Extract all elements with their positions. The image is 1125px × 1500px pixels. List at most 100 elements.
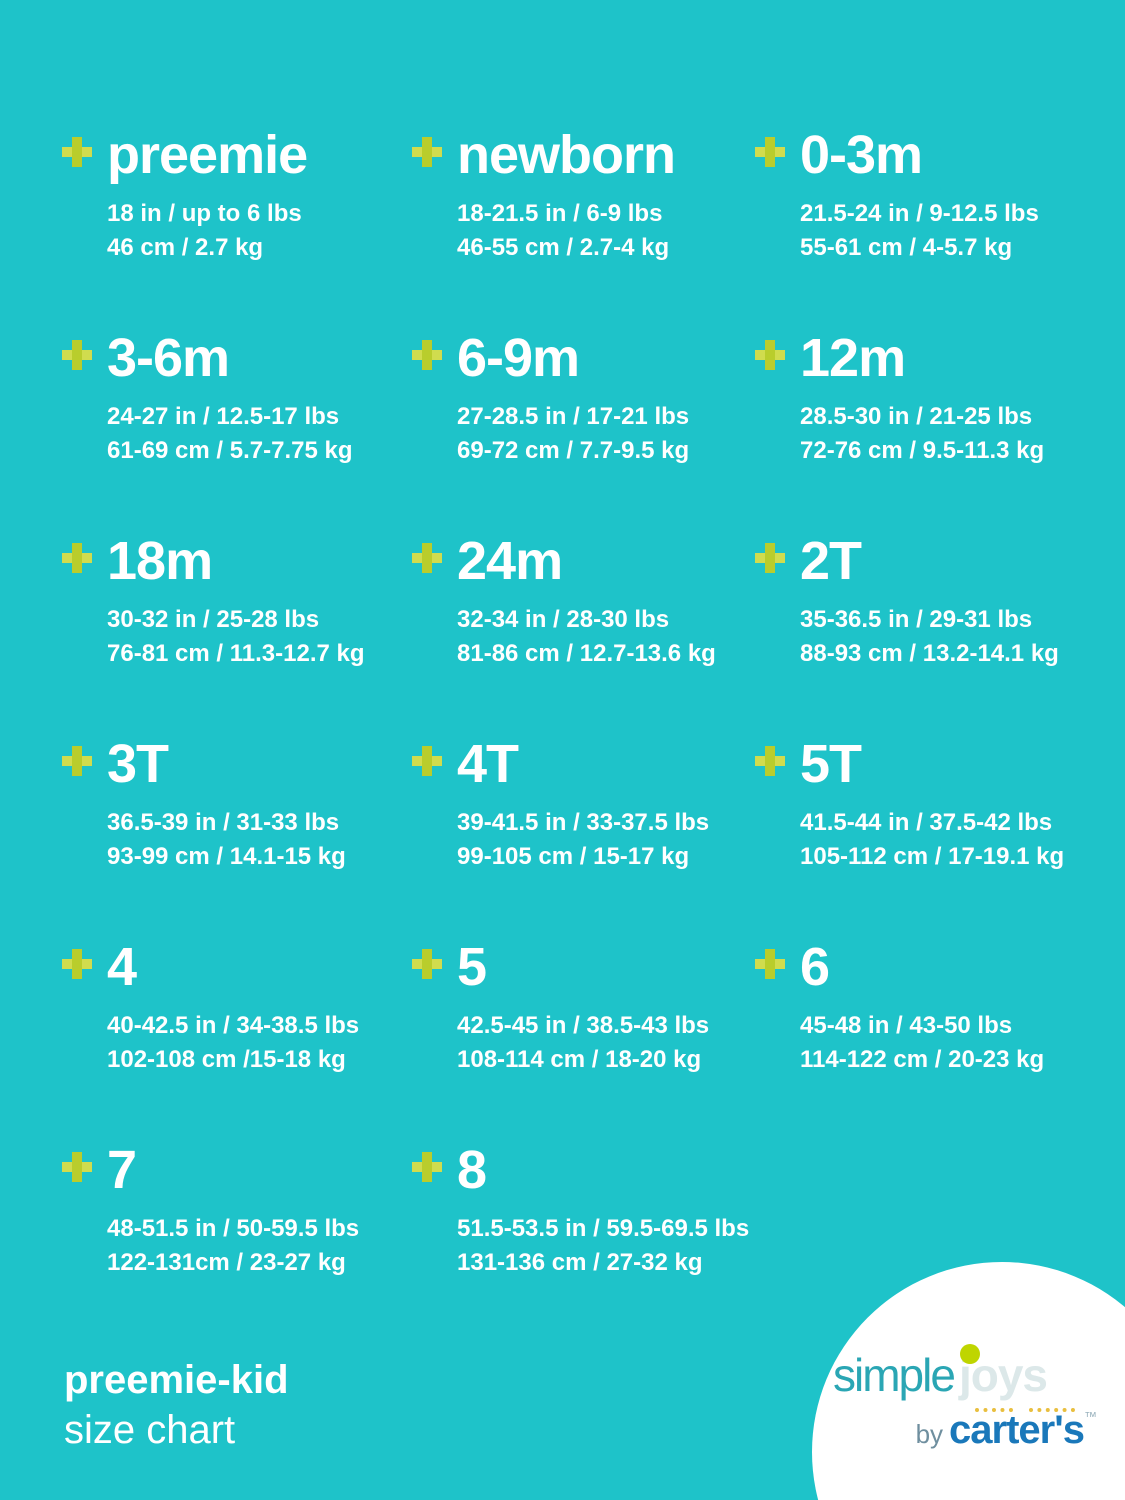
size-metric-range: 69-72 cm / 7.7-9.5 kg — [457, 437, 690, 464]
size-label: 8 — [457, 1140, 487, 1200]
size-label: 5T — [800, 734, 862, 794]
size-label: 6-9m — [457, 328, 580, 388]
plus-icon — [412, 543, 442, 573]
plus-icon — [755, 746, 785, 776]
plus-icon — [755, 543, 785, 573]
size-metric-range: 46-55 cm / 2.7-4 kg — [457, 234, 670, 261]
size-cell-6: 6 45-48 in / 43-50 lbs 114-122 cm / 20-2… — [755, 940, 1125, 1143]
size-metric-range: 93-99 cm / 14.1-15 kg — [107, 843, 346, 870]
plus-icon — [412, 137, 442, 167]
size-cell-text: 0-3m 21.5-24 in / 9-12.5 lbs 55-61 cm / … — [800, 128, 1039, 265]
plus-icon — [755, 137, 785, 167]
size-label: 18m — [107, 531, 213, 591]
size-cell-text: 8 51.5-53.5 in / 59.5-69.5 lbs 131-136 c… — [457, 1143, 749, 1280]
size-imperial-range: 48-51.5 in / 50-59.5 lbs — [107, 1215, 360, 1242]
size-cell-text: 4T 39-41.5 in / 33-37.5 lbs 99-105 cm / … — [457, 737, 709, 874]
size-cell-6-9m: 6-9m 27-28.5 in / 17-21 lbs 69-72 cm / 7… — [412, 331, 755, 534]
size-cell-text: 6 45-48 in / 43-50 lbs 114-122 cm / 20-2… — [800, 940, 1044, 1077]
size-metric-range: 122-131cm / 23-27 kg — [107, 1249, 346, 1276]
dotted-underline-icon — [1028, 1408, 1075, 1412]
size-label: 7 — [107, 1140, 137, 1200]
size-imperial-range: 32-34 in / 28-30 lbs — [457, 606, 670, 633]
size-cell-24m: 24m 32-34 in / 28-30 lbs 81-86 cm / 12.7… — [412, 534, 755, 737]
plus-icon — [62, 137, 92, 167]
dotted-underline-icon — [974, 1408, 1013, 1412]
plus-icon — [62, 949, 92, 979]
logo-byline: by carter's™ — [833, 1408, 1097, 1453]
size-imperial-range: 18 in / up to 6 lbs — [107, 200, 302, 227]
size-imperial-range: 30-32 in / 25-28 lbs — [107, 606, 320, 633]
size-imperial-range: 51.5-53.5 in / 59.5-69.5 lbs — [457, 1215, 750, 1242]
size-metric-range: 105-112 cm / 17-19.1 kg — [800, 843, 1065, 870]
size-cell-3T: 3T 36.5-39 in / 31-33 lbs 93-99 cm / 14.… — [62, 737, 412, 940]
size-metric-range: 114-122 cm / 20-23 kg — [800, 1046, 1045, 1073]
plus-icon — [62, 1152, 92, 1182]
size-cell-text: 24m 32-34 in / 28-30 lbs 81-86 cm / 12.7… — [457, 534, 716, 671]
logo-word-simple: simple — [833, 1349, 956, 1401]
size-cell-5: 5 42.5-45 in / 38.5-43 lbs 108-114 cm / … — [412, 940, 755, 1143]
size-metric-range: 76-81 cm / 11.3-12.7 kg — [107, 640, 365, 667]
size-imperial-range: 28.5-30 in / 21-25 lbs — [800, 403, 1033, 430]
plus-icon — [412, 949, 442, 979]
chart-subtitle: size chart — [64, 1408, 236, 1452]
size-metric-range: 46 cm / 2.7 kg — [107, 234, 264, 261]
size-cell-4T: 4T 39-41.5 in / 33-37.5 lbs 99-105 cm / … — [412, 737, 755, 940]
size-cell-text: 3T 36.5-39 in / 31-33 lbs 93-99 cm / 14.… — [107, 737, 346, 874]
logo-word-carters: carter's — [949, 1408, 1085, 1452]
size-cell-text: preemie 18 in / up to 6 lbs 46 cm / 2.7 … — [107, 125, 308, 265]
size-cell-3-6m: 3-6m 24-27 in / 12.5-17 lbs 61-69 cm / 5… — [62, 331, 412, 534]
size-cell-text: 5 42.5-45 in / 38.5-43 lbs 108-114 cm / … — [457, 940, 709, 1077]
size-imperial-range: 18-21.5 in / 6-9 lbs — [457, 200, 663, 227]
size-grid: preemie 18 in / up to 6 lbs 46 cm / 2.7 … — [62, 128, 1125, 1346]
size-imperial-range: 24-27 in / 12.5-17 lbs — [107, 403, 340, 430]
logo-word-joys: joys — [959, 1344, 1075, 1412]
size-imperial-range: 41.5-44 in / 37.5-42 lbs — [800, 809, 1053, 836]
size-label: 5 — [457, 937, 487, 997]
size-cell-newborn: newborn 18-21.5 in / 6-9 lbs 46-55 cm / … — [412, 128, 755, 331]
simple-joys-logo: simple joys by carter's™ — [833, 1344, 1097, 1453]
logo-word-by: by — [915, 1419, 944, 1449]
plus-icon — [412, 340, 442, 370]
size-cell-preemie: preemie 18 in / up to 6 lbs 46 cm / 2.7 … — [62, 128, 412, 331]
size-cell-5T: 5T 41.5-44 in / 37.5-42 lbs 105-112 cm /… — [755, 737, 1125, 940]
size-metric-range: 88-93 cm / 13.2-14.1 kg — [800, 640, 1059, 667]
plus-icon — [412, 1152, 442, 1182]
plus-icon — [62, 340, 92, 370]
size-label: 4T — [457, 734, 519, 794]
size-cell-8: 8 51.5-53.5 in / 59.5-69.5 lbs 131-136 c… — [412, 1143, 755, 1346]
size-cell-text: 6-9m 27-28.5 in / 17-21 lbs 69-72 cm / 7… — [457, 331, 689, 468]
plus-icon — [412, 746, 442, 776]
size-label: preemie — [107, 125, 308, 185]
size-metric-range: 102-108 cm /15-18 kg — [107, 1046, 346, 1073]
size-metric-range: 55-61 cm / 4-5.7 kg — [800, 234, 1013, 261]
size-label: 6 — [800, 937, 830, 997]
size-label: 3T — [107, 734, 169, 794]
trademark-symbol: ™ — [1084, 1409, 1097, 1424]
size-label: 12m — [800, 328, 906, 388]
size-label: 0-3m — [800, 125, 923, 185]
size-imperial-range: 40-42.5 in / 34-38.5 lbs — [107, 1012, 360, 1039]
footer: preemie-kid size chart — [64, 1358, 289, 1452]
size-metric-range: 72-76 cm / 9.5-11.3 kg — [800, 437, 1045, 464]
plus-icon — [62, 746, 92, 776]
size-cell-text: 5T 41.5-44 in / 37.5-42 lbs 105-112 cm /… — [800, 737, 1064, 874]
size-imperial-range: 21.5-24 in / 9-12.5 lbs — [800, 200, 1039, 227]
size-metric-range: 108-114 cm / 18-20 kg — [457, 1046, 702, 1073]
size-cell-text: 3-6m 24-27 in / 12.5-17 lbs 61-69 cm / 5… — [107, 331, 352, 468]
size-cell-text: newborn 18-21.5 in / 6-9 lbs 46-55 cm / … — [457, 125, 676, 265]
size-metric-range: 131-136 cm / 27-32 kg — [457, 1249, 703, 1276]
size-label: 3-6m — [107, 328, 230, 388]
plus-icon — [755, 340, 785, 370]
size-cell-text: 12m 28.5-30 in / 21-25 lbs 72-76 cm / 9.… — [800, 331, 1044, 468]
size-metric-range: 61-69 cm / 5.7-7.75 kg — [107, 437, 353, 464]
size-cell-18m: 18m 30-32 in / 25-28 lbs 76-81 cm / 11.3… — [62, 534, 412, 737]
logo-wordmark: simple joys — [833, 1344, 1097, 1412]
size-imperial-range: 27-28.5 in / 17-21 lbs — [457, 403, 690, 430]
size-cell-0-3m: 0-3m 21.5-24 in / 9-12.5 lbs 55-61 cm / … — [755, 128, 1125, 331]
size-cell-7: 7 48-51.5 in / 50-59.5 lbs 122-131cm / 2… — [62, 1143, 412, 1346]
size-imperial-range: 35-36.5 in / 29-31 lbs — [800, 606, 1033, 633]
size-label: 4 — [107, 937, 137, 997]
plus-icon — [755, 949, 785, 979]
size-imperial-range: 45-48 in / 43-50 lbs — [800, 1012, 1013, 1039]
size-label: newborn — [457, 125, 676, 185]
